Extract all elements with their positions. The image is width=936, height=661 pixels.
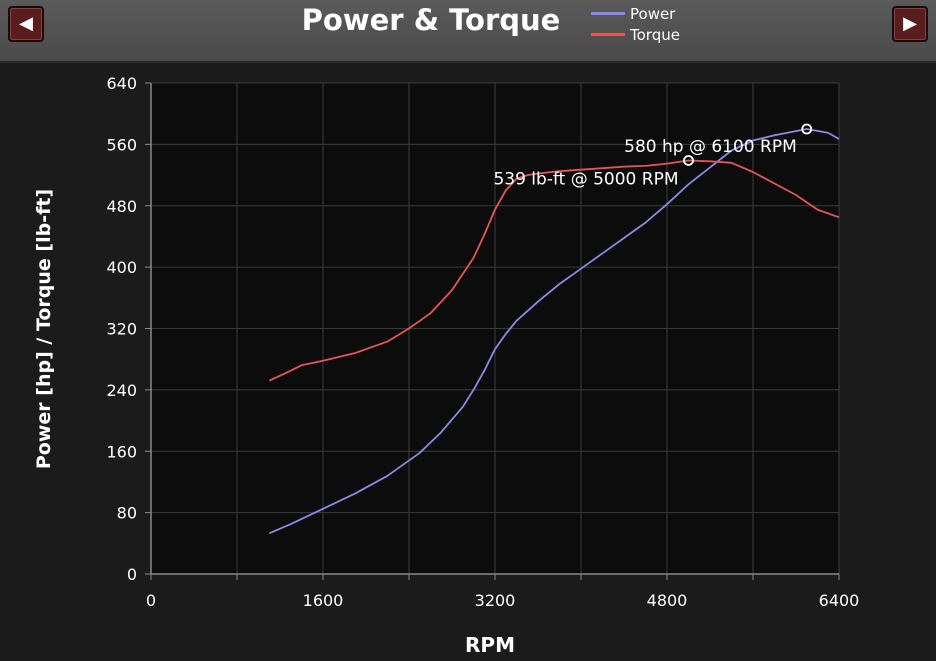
y-tick-label: 560 [106,135,137,154]
y-tick-label: 480 [106,197,137,216]
legend-swatch-torque [591,33,625,36]
axes [145,82,840,580]
x-tick-label: 0 [146,591,156,610]
annotation-marker [801,123,813,135]
chart-legend: Power Torque [591,3,680,45]
y-tick-label: 80 [117,504,137,523]
x-tick-label: 3200 [475,591,516,610]
legend-label-torque: Torque [630,25,680,44]
y-tick-label: 320 [106,320,137,339]
legend-label-power: Power [630,4,676,23]
annotation-label: 580 hp @ 6100 RPM [624,137,797,157]
page-title: Power & Torque [301,3,561,37]
legend-item-torque: Torque [591,24,680,45]
y-tick-label: 240 [106,381,137,400]
series-line-torque [268,159,840,382]
x-tick-label: 1600 [303,591,344,610]
series-lines [268,128,840,535]
grid-lines [151,82,840,574]
next-button[interactable]: ▶ [892,6,928,42]
previous-button[interactable]: ◀ [8,6,44,42]
annotations: 580 hp @ 6100 RPM 539 lb-ft @ 5000 RPM [493,123,813,189]
y-tick-label: 0 [127,565,137,584]
x-tick-label: 6400 [819,591,860,610]
x-tick-label: 4800 [647,591,688,610]
y-axis-label: Power [hp] / Torque [lb-ft] [33,189,55,469]
y-tick-label: 640 [106,74,137,93]
legend-swatch-power [591,12,625,15]
annotation-label: 539 lb-ft @ 5000 RPM [493,169,678,189]
series-line-power [268,128,840,535]
header-bar: ◀ Power & Torque Power Torque ▶ [0,0,936,63]
y-tick-label: 400 [106,258,137,277]
annotation-marker [683,155,694,166]
y-tick-label: 160 [106,442,137,461]
x-axis-label: RPM [465,633,515,657]
legend-item-power: Power [591,3,680,24]
